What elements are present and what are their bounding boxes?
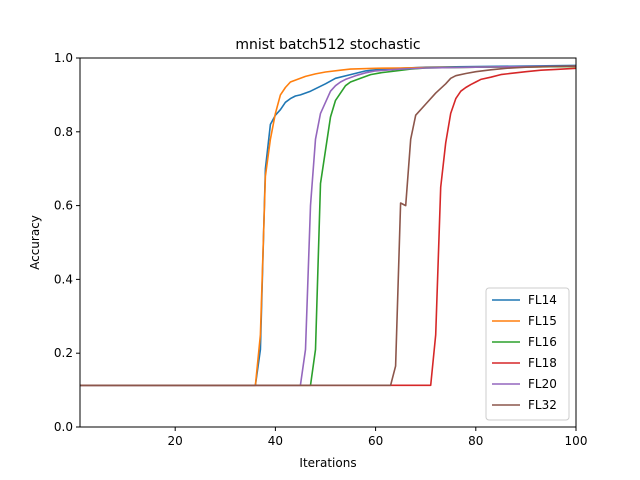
y-axis-label: Accuracy xyxy=(28,215,42,270)
y-tick-label: 0.8 xyxy=(54,125,73,139)
x-tick-label: 40 xyxy=(268,434,283,448)
y-tick-label: 0.2 xyxy=(54,346,73,360)
chart-title: mnist batch512 stochastic xyxy=(235,37,420,53)
legend-label: FL14 xyxy=(528,293,557,307)
legend-label: FL20 xyxy=(528,377,557,391)
x-tick-label: 60 xyxy=(368,434,383,448)
legend-label: FL16 xyxy=(528,335,557,349)
legend-label: FL18 xyxy=(528,356,557,370)
series-lines xyxy=(80,64,577,387)
axes: 20 40 60 80 100 0.0 0.2 0.4 0.6 0.8 1.0 xyxy=(54,51,588,448)
legend-label: FL32 xyxy=(528,398,557,412)
legend-label: FL15 xyxy=(528,314,557,328)
y-tick-label: 0.6 xyxy=(54,199,73,213)
y-tick-label: 1.0 xyxy=(54,51,73,65)
series-line-fl32 xyxy=(80,65,577,387)
series-line-fl20 xyxy=(80,65,577,387)
x-tick-label: 80 xyxy=(468,434,483,448)
y-tick-label: 0.0 xyxy=(54,420,73,434)
x-tick-label: 20 xyxy=(168,434,183,448)
x-tick-label: 100 xyxy=(565,434,588,448)
plot-frame xyxy=(79,57,577,428)
x-axis-label: Iterations xyxy=(299,456,356,470)
y-tick-label: 0.4 xyxy=(54,272,73,286)
series-line-fl18 xyxy=(80,67,577,387)
legend: FL14 FL15 FL16 FL18 FL20 FL32 xyxy=(485,287,570,421)
